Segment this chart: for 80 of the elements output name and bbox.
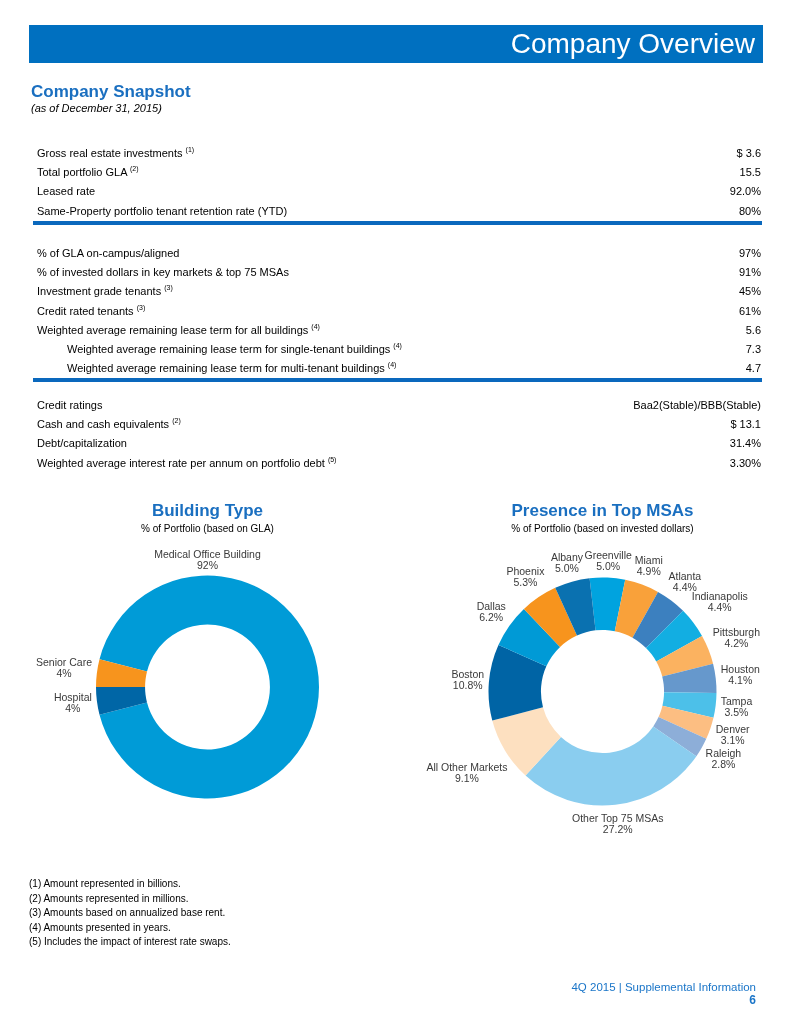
category-label: % of invested dollars in key markets & top 75 MSAs bbox=[37, 265, 289, 281]
text: 7.3 bbox=[745, 342, 761, 355]
data-label: 4.9% bbox=[636, 565, 661, 577]
slice-label: Greenville bbox=[584, 548, 632, 561]
text: Baa2(Stable)/BBB(Stable) bbox=[633, 399, 761, 411]
text: 31.4% bbox=[729, 437, 761, 450]
slice-label: Denver bbox=[715, 723, 751, 736]
data-label: 4.4% bbox=[707, 601, 732, 614]
slice-label: Tampa bbox=[720, 695, 753, 708]
data-label: 5.0% bbox=[555, 561, 579, 574]
data-label: 92% bbox=[196, 558, 219, 571]
text: 92.0% bbox=[729, 185, 761, 198]
data-label: 5.0% bbox=[596, 559, 621, 572]
slice-label: Houston bbox=[720, 662, 760, 675]
slice-label: Senior Care bbox=[35, 656, 93, 669]
data-label: 2.8% bbox=[711, 758, 736, 771]
text: (5) Includes the impact of interest rate swaps. bbox=[29, 935, 231, 949]
slice-label: Miami bbox=[634, 554, 663, 566]
slice-label: Dallas bbox=[476, 600, 506, 613]
data-label: 3.1% bbox=[720, 734, 745, 747]
category-label: Gross real estate investments $^{(1)}$ bbox=[37, 145, 195, 161]
slice-label: Boston bbox=[451, 667, 485, 680]
text: 3.30% bbox=[729, 456, 761, 469]
text: $ 3.6 bbox=[736, 147, 761, 159]
text: (1) Amount represented in billions. bbox=[29, 877, 181, 891]
slice-label: Pittsburgh bbox=[712, 625, 761, 638]
text: (as of December 31, 2015) bbox=[31, 101, 162, 115]
slice-label: All Other Markets bbox=[426, 760, 508, 773]
data-label: 4% bbox=[65, 702, 81, 715]
category-label: Credit rated tenants $^{(3)}$ bbox=[37, 302, 146, 319]
chart-subtitle: % of Portfolio (based on invested dollars) bbox=[510, 522, 695, 535]
category-label: Weighted average remaining lease term for multi-tenant buildings $^{(4)}$ bbox=[67, 360, 397, 377]
category-label: Same-Property portfolio tenant retention rate (YTD) bbox=[37, 203, 288, 219]
text: 6 bbox=[749, 993, 756, 1007]
slice-label: Phoenix bbox=[506, 564, 546, 577]
text: (2) Amounts represented in millions. bbox=[29, 891, 189, 906]
chart-title: Presence in Top MSAs bbox=[510, 501, 695, 521]
slice-label: Hospital bbox=[53, 691, 92, 704]
slice-label: Indianapolis bbox=[691, 590, 748, 603]
data-label: 6.2% bbox=[479, 611, 504, 624]
text: 80% bbox=[738, 204, 761, 217]
data-label: 10.8% bbox=[452, 678, 483, 691]
text: 61% bbox=[738, 304, 761, 317]
category-label: Debt/capitalization bbox=[37, 436, 127, 452]
text: 45% bbox=[738, 285, 761, 298]
category-label: Investment grade tenants $^{(3)}$ bbox=[37, 283, 173, 300]
text: $ 13.1 bbox=[730, 418, 761, 431]
chart-subtitle: % of Portfolio (based on GLA) bbox=[140, 522, 275, 535]
slice-label: Raleigh bbox=[705, 747, 742, 760]
data-label: 4.4% bbox=[672, 580, 697, 593]
slice-label: Other Top 75 MSAs bbox=[571, 812, 664, 825]
text: 97% bbox=[738, 247, 761, 259]
text: 15.5 bbox=[739, 166, 761, 179]
category-label: % of GLA on-campus/aligned bbox=[37, 246, 180, 261]
text: (4) Amounts presented in years. bbox=[29, 920, 171, 935]
slice-label: Albany bbox=[550, 550, 584, 563]
data-label: 27.2% bbox=[602, 823, 633, 836]
data-label: 9.1% bbox=[454, 771, 479, 784]
category-label: Weighted average interest rate per annum on portfolio debt $^{(5)}$ bbox=[37, 454, 337, 471]
slice-label: Atlanta bbox=[668, 569, 702, 582]
data-label: 4.2% bbox=[724, 636, 749, 649]
data-label: 3.5% bbox=[724, 706, 749, 719]
data-label: 4.1% bbox=[728, 673, 753, 686]
data-label: 4% bbox=[56, 667, 72, 680]
chart-title: Building Type bbox=[150, 501, 265, 521]
text: (3) Amounts based on annualized base rent. bbox=[29, 906, 226, 920]
text: Company Snapshot bbox=[31, 82, 191, 102]
text: 91% bbox=[738, 266, 761, 279]
text: 4.7 bbox=[745, 362, 761, 375]
category-label: Leased rate bbox=[37, 184, 96, 200]
category-label: Credit ratings bbox=[37, 398, 103, 413]
category-label: Total portfolio GLA $^{(2)}$ bbox=[37, 164, 139, 181]
text: Company Overview bbox=[510, 27, 755, 61]
category-label: Cash and cash equivalents $^{(2)}$ bbox=[37, 416, 181, 433]
text: 4Q 2015 | Supplemental Information bbox=[571, 980, 756, 994]
category-label: Weighted average remaining lease term for all buildings $^{(4)}$ bbox=[37, 321, 320, 338]
slice-label: Medical Office Building bbox=[154, 547, 261, 560]
category-label: Weighted average remaining lease term for single-tenant buildings $^{(4)}$ bbox=[67, 340, 402, 357]
text: 5.6 bbox=[745, 323, 761, 336]
data-label: 5.3% bbox=[513, 575, 538, 588]
